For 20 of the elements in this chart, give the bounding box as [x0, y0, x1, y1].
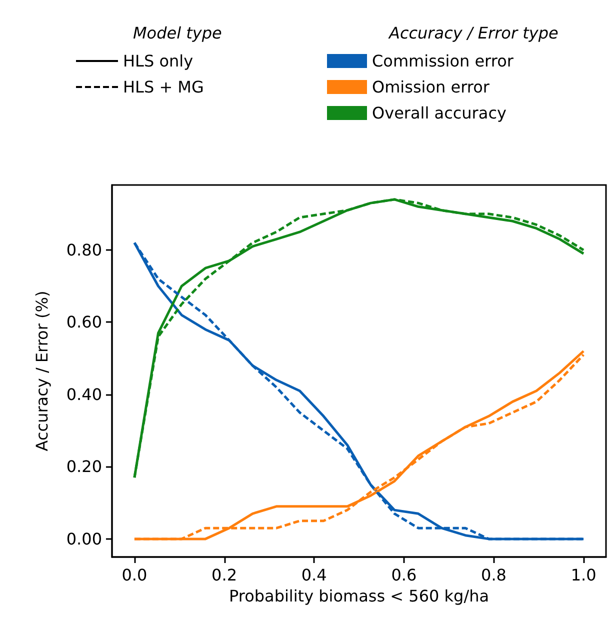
legend-label: Overall accuracy: [372, 104, 506, 122]
x-tick-label: 0.8: [481, 566, 506, 584]
x-tick-label: 0.4: [301, 566, 327, 584]
x-axis-title: Probability biomass < 560 kg/ha: [228, 586, 490, 606]
legend-label: Commission error: [372, 52, 514, 70]
y-tick-label: 0.80: [66, 240, 102, 260]
text: Model type: [133, 24, 222, 42]
x-tick-label: 1.0: [570, 566, 596, 584]
y-tick-label: 0.60: [66, 312, 102, 332]
y-tick-label: 0.40: [66, 384, 102, 404]
y-tick-label: 0.20: [66, 457, 102, 476]
text: Accuracy / Error type: [389, 24, 558, 42]
legend-label: Omission error: [372, 78, 490, 96]
x-tick-label: 0.6: [391, 566, 417, 584]
legend-label: HLS + MG: [123, 78, 204, 96]
x-tick-label: 0.0: [122, 566, 148, 584]
legend-label: HLS only: [123, 52, 194, 70]
y-axis-title: Accuracy / Error (%): [32, 290, 52, 452]
x-tick-label: 0.2: [212, 566, 237, 584]
y-tick-label: 0.00: [66, 529, 102, 548]
